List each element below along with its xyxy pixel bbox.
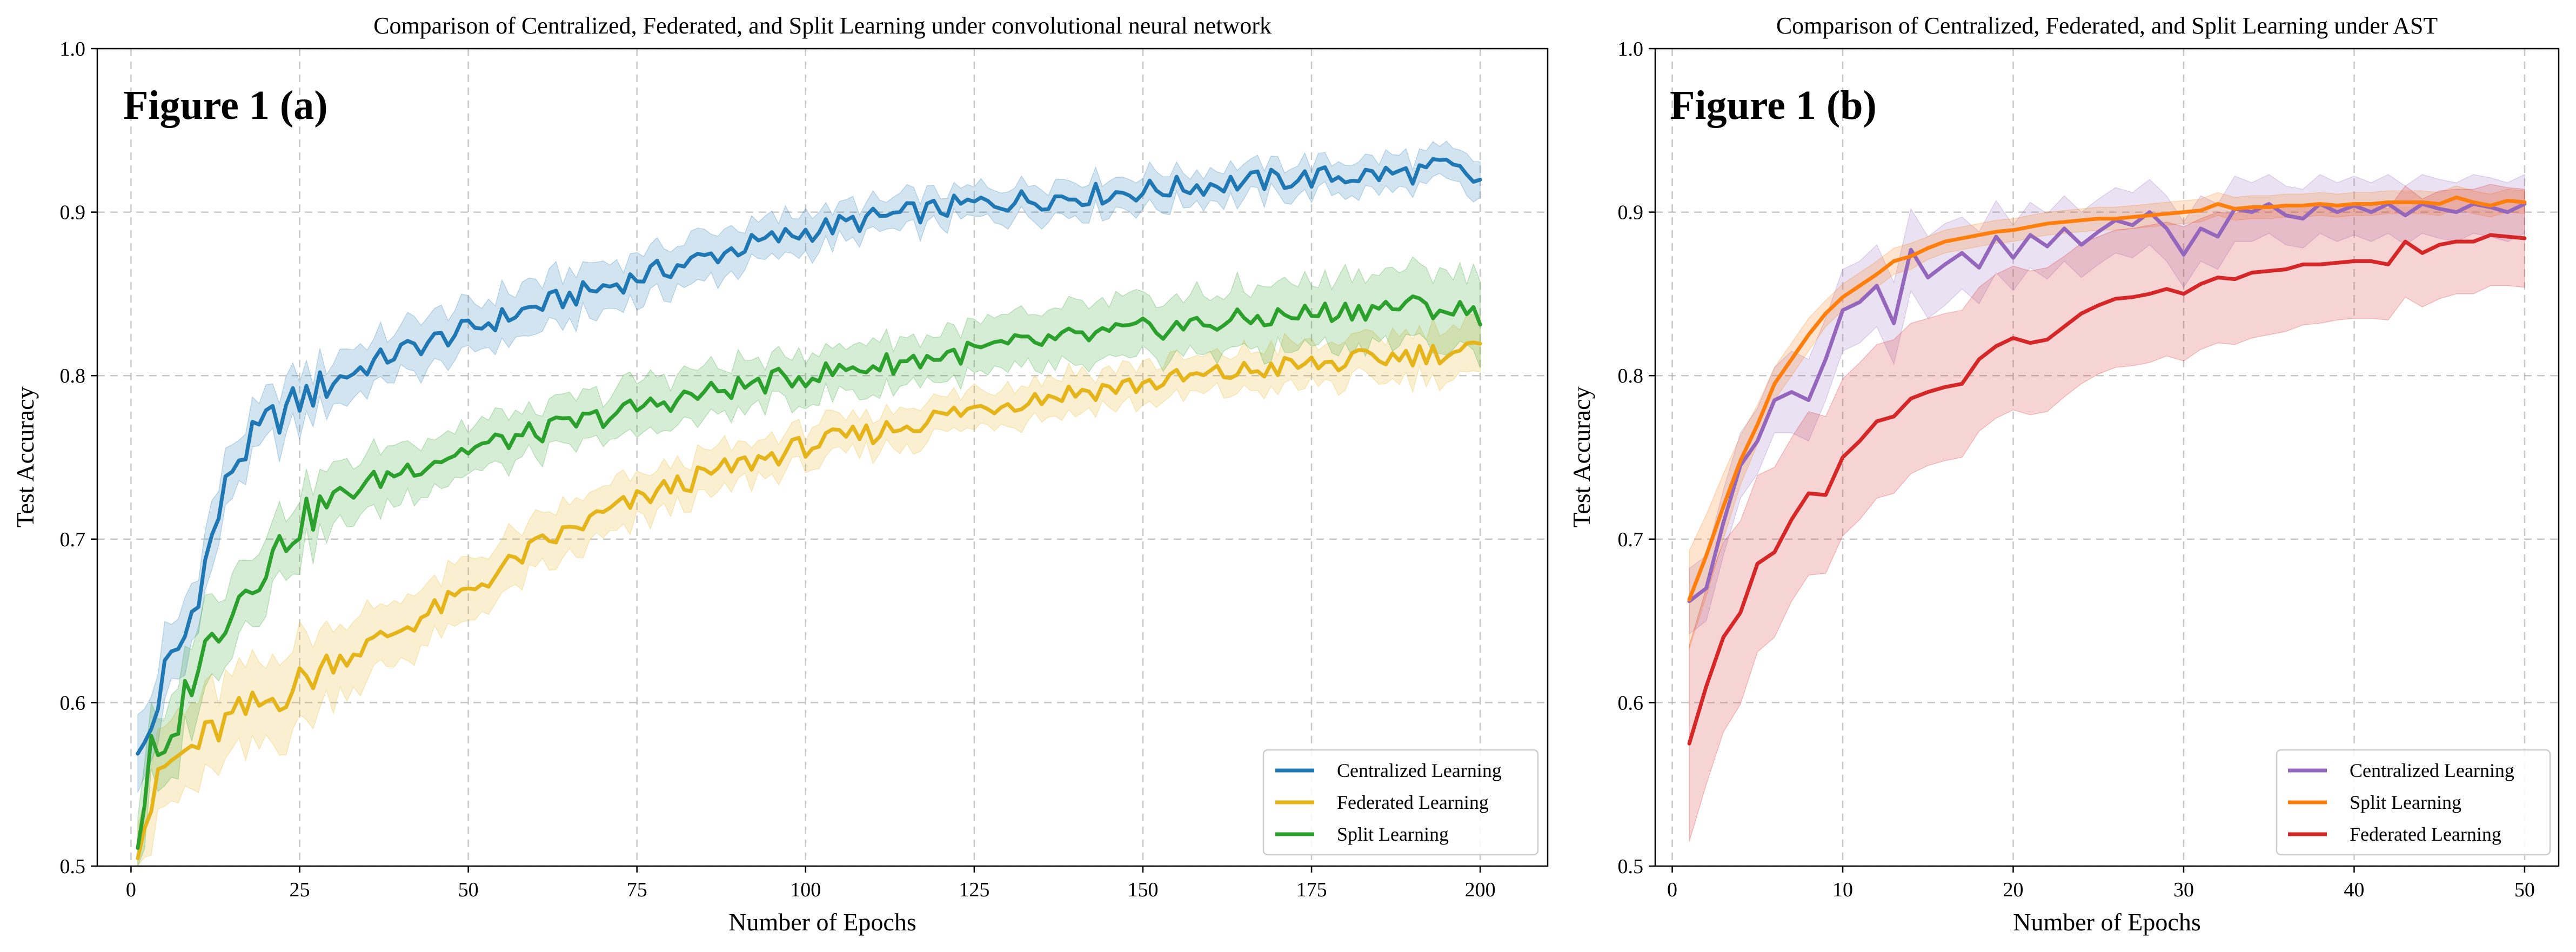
series-line: [136, 294, 1482, 850]
confidence-bands: [137, 140, 1481, 868]
x-axis-ticks: 0 10 20 30 40 50: [1667, 866, 2535, 901]
x-tick-label: 175: [1296, 879, 1327, 901]
series-line: [1687, 233, 2527, 746]
y-axis-label: Test Accuracy: [1568, 386, 1595, 527]
x-tick-label: 50: [458, 879, 479, 901]
legend: Centralized Learning Federated Learning …: [1262, 749, 1539, 856]
series-lines: [1687, 195, 2527, 746]
legend-entry: Split Learning: [2350, 792, 2461, 813]
y-tick-label: 0.8: [1618, 365, 1644, 387]
x-tick-label: 30: [2173, 879, 2194, 901]
y-axis-ticks: 0.5 0.6 0.7 0.8 0.9 1.0: [1618, 38, 1655, 878]
x-tick-label: 50: [2514, 879, 2535, 901]
y-tick-label: 0.8: [60, 365, 86, 387]
x-tick-label: 20: [2003, 879, 2023, 901]
confidence-band: [1689, 185, 2525, 649]
legend-entry: Split Learning: [1337, 823, 1449, 845]
x-tick-label: 10: [1832, 879, 1853, 901]
x-tick-label: 75: [627, 879, 647, 901]
y-tick-label: 0.7: [1618, 528, 1644, 551]
y-tick-label: 0.6: [60, 692, 86, 714]
chart-panel-a: Comparison of Centralized, Federated, an…: [11, 12, 1549, 936]
figure-label: Figure 1 (b): [1670, 83, 1877, 128]
figure-label: Figure 1 (a): [123, 83, 328, 128]
confidence-bands: [1689, 173, 2525, 842]
y-tick-label: 1.0: [60, 38, 86, 61]
x-axis-ticks: 0 25 50 75 100 125 150 175 200: [126, 866, 1496, 901]
x-tick-label: 40: [2344, 879, 2364, 901]
x-tick-label: 0: [1667, 879, 1677, 901]
y-axis-ticks: 0.5 0.6 0.7 0.8 0.9 1.0: [60, 38, 97, 878]
confidence-band: [137, 256, 1481, 867]
plot-frame: [96, 48, 1549, 867]
y-axis-label: Test Accuracy: [11, 386, 39, 527]
x-tick-label: 125: [959, 879, 989, 901]
y-tick-label: 1.0: [1618, 38, 1644, 61]
x-axis-label: Number of Epochs: [728, 908, 916, 936]
series-line: [136, 340, 1482, 861]
plot-frame: [1654, 48, 2560, 867]
y-tick-label: 0.9: [60, 202, 86, 224]
legend-entry: Federated Learning: [2350, 823, 2501, 845]
confidence-band: [1689, 173, 2525, 635]
y-tick-label: 0.6: [1618, 692, 1644, 714]
y-tick-label: 0.5: [1618, 855, 1644, 878]
confidence-band: [137, 313, 1481, 868]
legend-entry: Federated Learning: [1337, 792, 1489, 813]
y-tick-label: 0.9: [1618, 202, 1644, 224]
x-tick-label: 0: [126, 879, 136, 901]
y-tick-label: 0.5: [60, 855, 86, 878]
x-tick-label: 200: [1465, 879, 1496, 901]
confidence-band: [137, 140, 1481, 793]
series-line: [136, 157, 1482, 756]
legend: Centralized Learning Split Learning Fede…: [2276, 749, 2551, 856]
legend-entry: Centralized Learning: [2350, 760, 2514, 781]
chart-title: Comparison of Centralized, Federated, an…: [1776, 12, 2438, 39]
x-tick-label: 150: [1127, 879, 1158, 901]
x-axis-label: Number of Epochs: [2013, 908, 2200, 936]
series-line: [1687, 195, 2527, 602]
y-tick-label: 0.7: [60, 528, 86, 551]
confidence-band: [1689, 184, 2525, 842]
legend-entry: Centralized Learning: [1337, 760, 1502, 781]
gridlines: [97, 48, 1548, 867]
series-lines: [136, 157, 1482, 861]
series-line: [1687, 202, 2527, 604]
x-tick-label: 25: [290, 879, 310, 901]
chart-panel-b: Comparison of Centralized, Federated, an…: [1568, 12, 2560, 936]
x-tick-label: 100: [790, 879, 821, 901]
chart-title: Comparison of Centralized, Federated, an…: [373, 12, 1272, 39]
